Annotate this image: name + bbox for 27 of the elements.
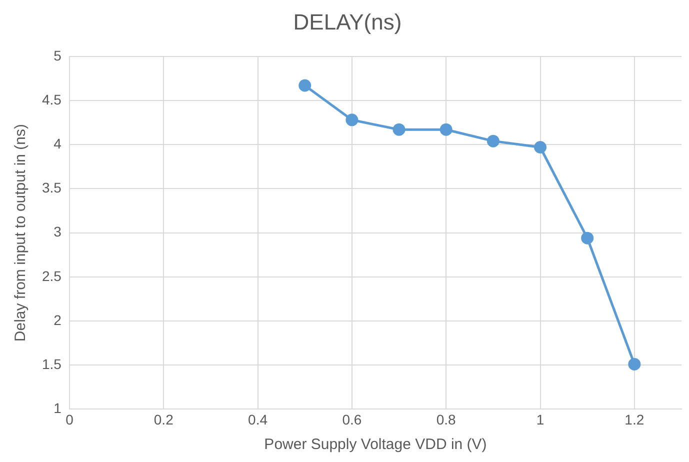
point [440, 123, 452, 136]
y-tick-label: 2.5 [42, 268, 62, 284]
x-tick-label: 0.6 [342, 411, 362, 428]
y-tick-label: 1 [54, 400, 62, 416]
x-tick-label: 0 [66, 411, 74, 428]
x-tick-label: 0.4 [248, 411, 268, 428]
y-tick-label: 2 [54, 312, 62, 328]
x-tick-label: 0.8 [436, 411, 456, 428]
y-tick-label: 4.5 [42, 91, 62, 108]
chart-title: DELAY(ns) [293, 9, 402, 34]
point [534, 140, 547, 154]
point [298, 79, 312, 92]
x-tick-label: 1 [536, 411, 544, 428]
point [392, 123, 406, 136]
x-tick-label: 1.2 [624, 411, 644, 428]
point [346, 114, 358, 126]
y-tick-label: 1.5 [42, 356, 62, 372]
y-axis-title: Delay from input to output in (ns) [12, 124, 30, 342]
x-tick-label: 0.2 [154, 411, 174, 428]
y-tick-label: 3 [54, 224, 62, 240]
point [486, 134, 500, 148]
x-axis-title: Power Supply Voltage VDD in (V) [264, 436, 487, 454]
point [628, 358, 641, 370]
y-tick-label: 3.5 [42, 180, 62, 196]
y-tick-label: 4 [54, 135, 62, 152]
point [581, 232, 594, 244]
y-tick-label: 5 [54, 47, 62, 64]
